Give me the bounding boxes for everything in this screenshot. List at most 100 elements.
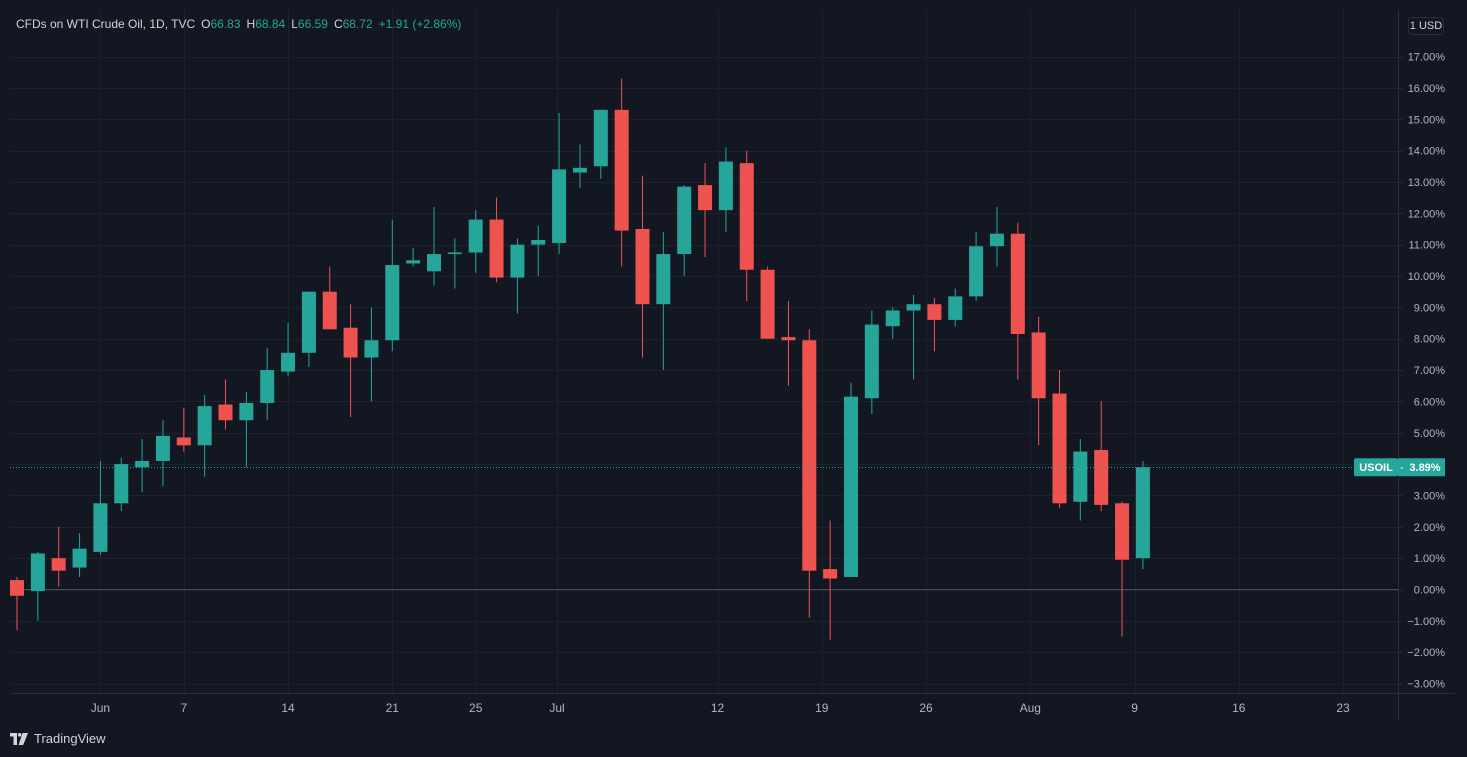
candle-body xyxy=(864,324,879,399)
candle[interactable] xyxy=(698,163,713,258)
y-tick-label: −1.00% xyxy=(1407,616,1445,628)
candle[interactable] xyxy=(197,395,212,477)
legend-change: +1.91 (+2.86%) xyxy=(378,17,462,31)
tradingview-logo[interactable]: TradingView xyxy=(10,731,106,746)
candles[interactable] xyxy=(10,78,1150,640)
x-tick-label: 25 xyxy=(469,701,483,715)
candle[interactable] xyxy=(635,175,650,358)
candle[interactable] xyxy=(427,207,441,286)
candle[interactable] xyxy=(510,238,525,314)
candle[interactable] xyxy=(927,297,942,352)
x-tick-label: 16 xyxy=(1232,701,1246,715)
candle-body xyxy=(239,402,254,421)
candle[interactable] xyxy=(844,382,858,577)
candle[interactable] xyxy=(468,210,483,273)
price-scale[interactable]: −3.00%−2.00%−1.00%0.00%1.00%2.00%3.00%4.… xyxy=(1398,52,1445,691)
candle[interactable] xyxy=(406,247,421,267)
candle-body xyxy=(176,437,191,446)
axes xyxy=(10,10,1455,720)
candle-body xyxy=(656,254,671,305)
candle[interactable] xyxy=(10,576,24,631)
time-scale[interactable]: Jun 7 14 21 25 Jul 12 19 26 Aug 9 16 23 xyxy=(91,701,1350,715)
candle[interactable] xyxy=(906,294,921,380)
candle-body xyxy=(301,291,316,353)
candle[interactable] xyxy=(781,301,796,386)
candle[interactable] xyxy=(1073,439,1088,521)
candle[interactable] xyxy=(155,420,170,487)
y-tick-label: 6.00% xyxy=(1414,396,1445,408)
last-price-label: USOIL 3.89% - xyxy=(1354,458,1445,477)
candle-body xyxy=(197,406,212,446)
candle[interactable] xyxy=(823,520,838,640)
candle[interactable] xyxy=(176,407,191,452)
candle-body xyxy=(489,219,504,278)
candle[interactable] xyxy=(364,307,379,402)
candle-body xyxy=(1115,503,1130,560)
legend-close-value: 68.72 xyxy=(342,17,373,31)
candle[interactable] xyxy=(30,551,45,621)
candle[interactable] xyxy=(135,439,150,493)
candle-body xyxy=(343,327,358,358)
candle[interactable] xyxy=(1115,501,1130,637)
candle[interactable] xyxy=(948,288,963,327)
candle-body xyxy=(698,185,713,211)
candle[interactable] xyxy=(489,197,504,283)
candle[interactable] xyxy=(802,329,817,618)
candle[interactable] xyxy=(531,225,546,276)
candle[interactable] xyxy=(301,291,316,367)
candle[interactable] xyxy=(1135,460,1150,570)
candle[interactable] xyxy=(864,310,879,414)
legend-close-label: C xyxy=(333,17,343,31)
candle-body xyxy=(718,161,733,211)
candle-body xyxy=(281,352,296,372)
candle[interactable] xyxy=(718,147,733,233)
candle[interactable] xyxy=(447,238,462,289)
x-tick-label: 9 xyxy=(1131,701,1138,715)
tradingview-icon xyxy=(10,732,28,745)
candle[interactable] xyxy=(218,379,233,430)
candle[interactable] xyxy=(969,232,984,302)
candle[interactable] xyxy=(572,144,587,189)
candle-body xyxy=(1135,467,1150,559)
candle[interactable] xyxy=(1052,370,1067,508)
candle[interactable] xyxy=(281,323,296,377)
candle[interactable] xyxy=(1010,222,1025,380)
candle-body xyxy=(218,404,233,421)
currency-button[interactable]: 1 USD xyxy=(1408,17,1444,35)
x-tick-label: Jun xyxy=(91,701,110,715)
candle-body xyxy=(364,340,379,358)
candle[interactable] xyxy=(593,109,608,179)
x-tick-label: 26 xyxy=(919,701,933,715)
candle[interactable] xyxy=(1031,316,1046,446)
candle[interactable] xyxy=(260,348,275,421)
candle-body xyxy=(155,435,170,461)
candle[interactable] xyxy=(760,266,775,339)
candle[interactable] xyxy=(677,185,692,276)
legend-open-label: O xyxy=(201,17,211,31)
candle[interactable] xyxy=(989,207,1004,267)
y-tick-label: 15.00% xyxy=(1408,114,1446,126)
candle[interactable] xyxy=(322,266,337,330)
y-tick-label: 16.00% xyxy=(1408,83,1446,95)
candle[interactable] xyxy=(885,307,900,339)
candle[interactable] xyxy=(343,304,358,418)
candle[interactable] xyxy=(385,219,400,352)
candle[interactable] xyxy=(93,460,108,556)
candle-body xyxy=(906,304,921,311)
y-tick-label: 1.00% xyxy=(1414,553,1445,565)
candle[interactable] xyxy=(739,150,754,302)
candle[interactable] xyxy=(51,526,66,587)
y-tick-label: 7.00% xyxy=(1414,365,1445,377)
candle[interactable] xyxy=(114,457,129,512)
candle[interactable] xyxy=(72,533,87,577)
candle[interactable] xyxy=(656,232,671,371)
x-tick-label: 14 xyxy=(281,701,295,715)
candle[interactable] xyxy=(239,391,254,468)
symbol-label-bg xyxy=(1354,458,1398,477)
candle[interactable] xyxy=(552,112,567,255)
candle[interactable] xyxy=(1094,401,1109,512)
candle[interactable] xyxy=(614,78,629,267)
candle-body xyxy=(552,169,567,244)
